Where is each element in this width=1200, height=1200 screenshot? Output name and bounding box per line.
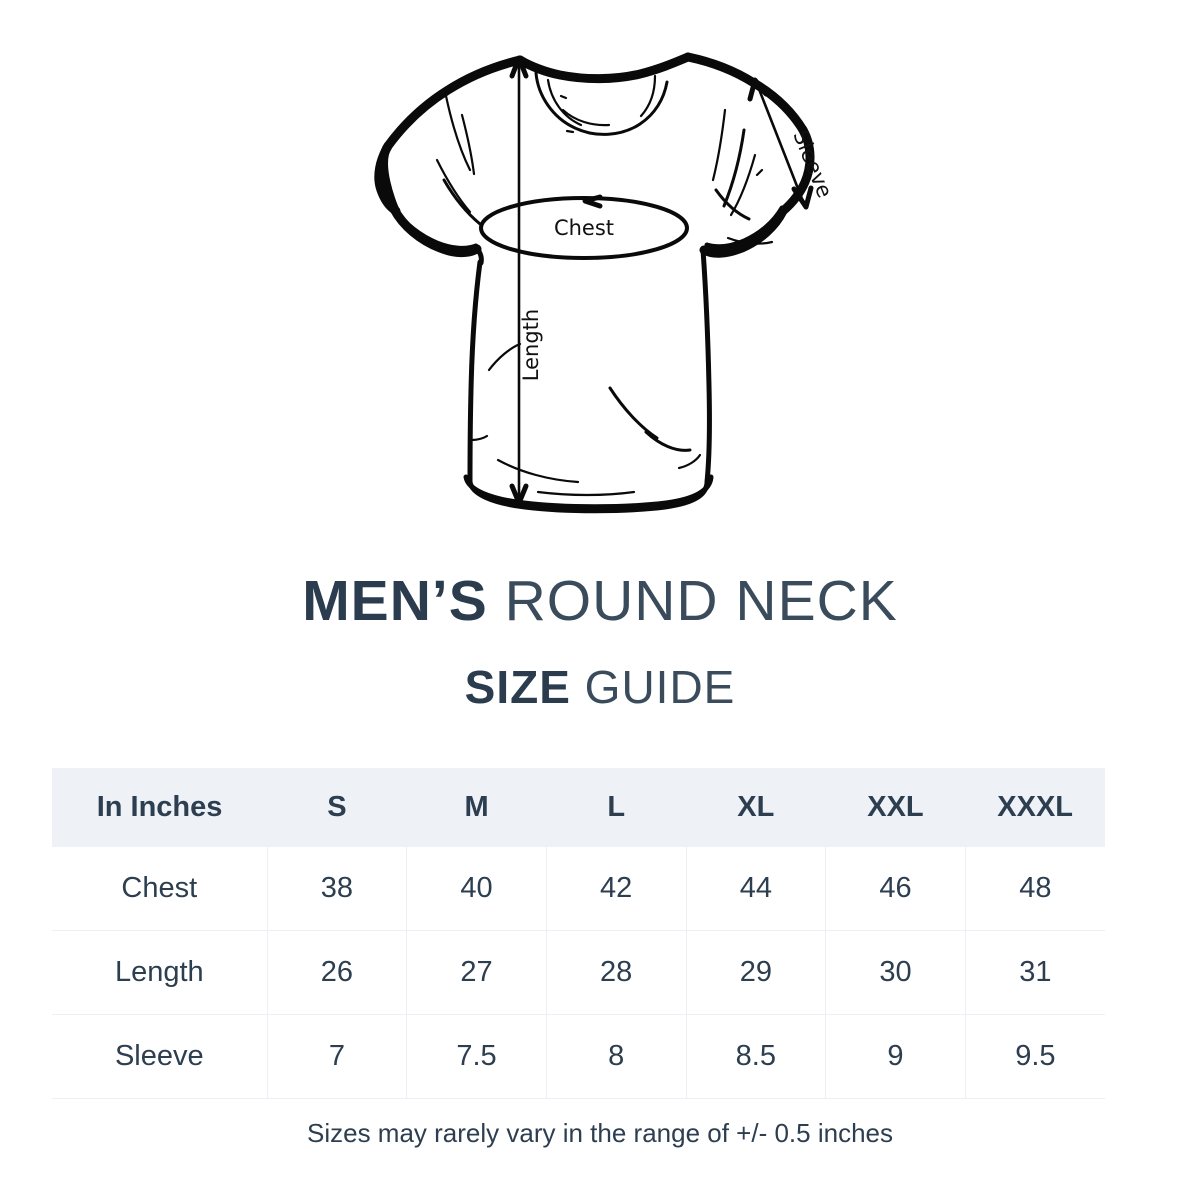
column-header-in-inches: In Inches — [52, 768, 268, 847]
size-chart-table: In Inches S M L XL XXL XXXL Chest 38 40 … — [52, 768, 1105, 1099]
title-block: MEN’S ROUND NECK SIZE GUIDE — [0, 566, 1200, 716]
subtitle-guide: GUIDE — [584, 661, 736, 713]
cell-length-xxxl: 31 — [965, 930, 1105, 1015]
cell-sleeve-xl: 8.5 — [686, 1014, 827, 1099]
tshirt-illustration: Chest Length Sleeve — [0, 0, 1200, 545]
row-label-chest: Chest — [52, 847, 268, 931]
cell-chest-m: 40 — [406, 847, 547, 931]
cell-sleeve-m: 7.5 — [406, 1014, 547, 1099]
title-round-neck: ROUND NECK — [504, 569, 898, 633]
cell-sleeve-l: 8 — [546, 1014, 687, 1099]
cell-length-xxl: 30 — [825, 930, 966, 1015]
cell-sleeve-xxl: 9 — [825, 1014, 966, 1099]
cell-length-s: 26 — [267, 930, 408, 1015]
title-mens: MEN’S — [302, 569, 488, 633]
row-label-length: Length — [52, 930, 268, 1015]
cell-chest-l: 42 — [546, 847, 687, 931]
size-variance-note: Sizes may rarely vary in the range of +/… — [307, 1118, 893, 1148]
column-header-xl: XL — [686, 768, 826, 847]
page-subtitle: SIZE GUIDE — [0, 658, 1200, 716]
chest-measure — [479, 194, 689, 260]
column-header-xxxl: XXXL — [965, 768, 1105, 847]
row-label-sleeve: Sleeve — [52, 1014, 268, 1099]
cell-length-xl: 29 — [686, 930, 827, 1015]
table-row: Length 26 27 28 29 30 31 — [52, 930, 1105, 1015]
cell-sleeve-s: 7 — [267, 1014, 408, 1099]
column-header-l: L — [546, 768, 686, 847]
length-label: Length — [519, 309, 543, 381]
table-row: Sleeve 7 7.5 8 8.5 9 9.5 — [52, 1014, 1105, 1099]
table-header-row: In Inches S M L XL XXL XXXL — [52, 768, 1105, 847]
column-header-s: S — [267, 768, 407, 847]
column-header-m: M — [406, 768, 547, 847]
chest-label: Chest — [554, 216, 614, 240]
column-header-xxl: XXL — [825, 768, 966, 847]
cell-chest-xxl: 46 — [825, 847, 966, 931]
cell-length-l: 28 — [546, 930, 687, 1015]
sleeve-measure — [747, 77, 814, 210]
tshirt-fabric-folds — [414, 94, 774, 497]
cell-chest-xxxl: 48 — [965, 847, 1105, 931]
length-measure — [509, 55, 529, 506]
cell-chest-xl: 44 — [686, 847, 827, 931]
tshirt-sketch-svg: Chest Length Sleeve — [374, 52, 837, 514]
cell-length-m: 27 — [406, 930, 547, 1015]
cell-chest-s: 38 — [267, 847, 408, 931]
tshirt-outline — [374, 52, 815, 514]
tshirt-collar — [534, 71, 669, 136]
table-row: Chest 38 40 42 44 46 48 — [52, 847, 1105, 931]
subtitle-size: SIZE — [464, 661, 571, 713]
cell-sleeve-xxxl: 9.5 — [965, 1014, 1105, 1099]
page-title: MEN’S ROUND NECK — [0, 566, 1200, 636]
